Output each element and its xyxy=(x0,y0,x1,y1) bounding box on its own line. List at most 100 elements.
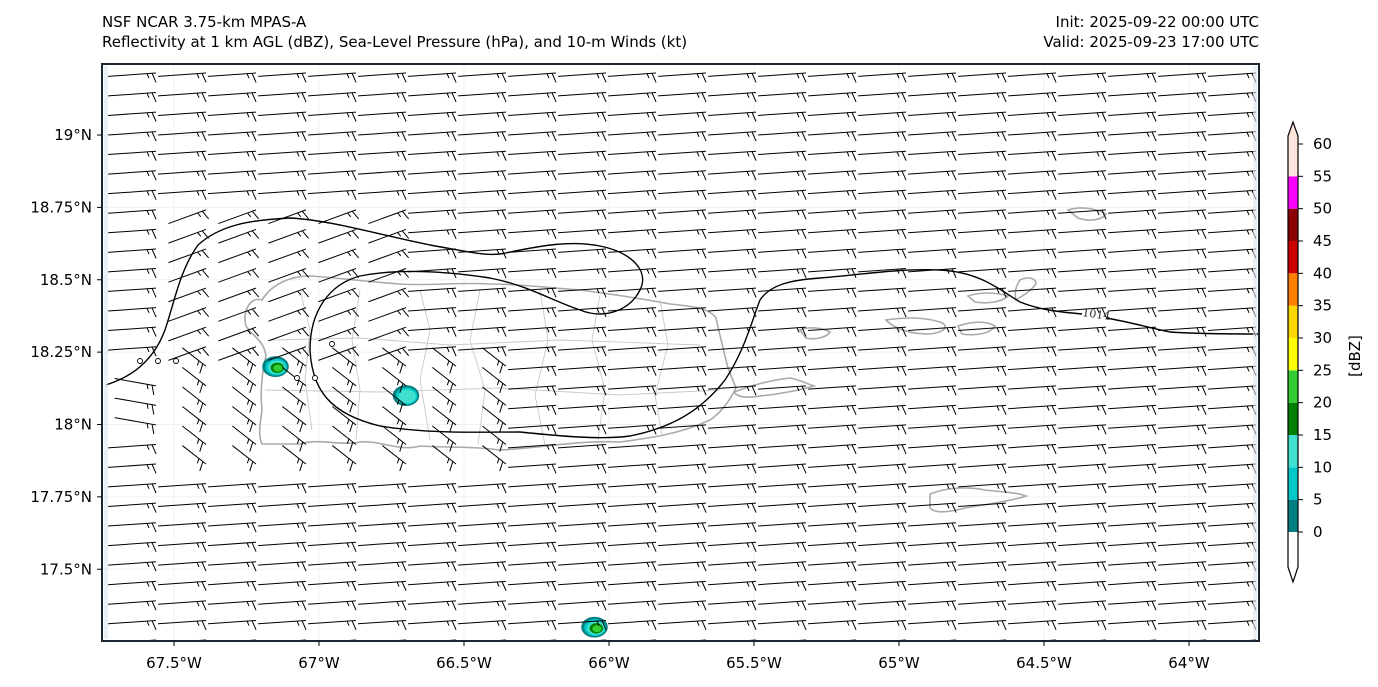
wind-barb xyxy=(432,445,457,472)
wind-barb xyxy=(308,483,357,494)
wind-barb xyxy=(708,404,757,415)
wind-barb xyxy=(1158,268,1207,279)
wind-barb xyxy=(858,600,907,611)
wind-barb xyxy=(858,287,907,298)
wind-barb xyxy=(1158,502,1207,513)
wind-barb xyxy=(558,326,607,337)
wind-barb xyxy=(558,307,607,318)
wind-barb xyxy=(268,307,310,322)
wind-barb xyxy=(758,502,807,513)
isobar-1014-main xyxy=(105,217,1083,439)
wind-barb xyxy=(358,483,407,494)
wind-barb xyxy=(408,131,457,142)
wind-barb xyxy=(1008,561,1057,572)
wind-barb xyxy=(958,541,1007,552)
wind-barb xyxy=(808,268,857,279)
wind-barb xyxy=(358,170,407,181)
wind-barb xyxy=(1008,287,1057,298)
wind-barb xyxy=(458,541,507,552)
wind-barb xyxy=(382,366,407,394)
wind-barb xyxy=(258,170,307,181)
wind-barb xyxy=(808,170,857,181)
wind-barb xyxy=(958,600,1007,611)
wind-barb xyxy=(482,386,507,413)
wind-barb xyxy=(508,522,557,533)
wind-barb xyxy=(358,600,407,611)
wind-barb xyxy=(158,111,207,122)
wind-barb xyxy=(1158,307,1207,318)
wind-barb xyxy=(218,326,260,342)
wind-barb xyxy=(1108,424,1157,435)
colorbar-tick-label: 0 xyxy=(1313,523,1323,541)
wind-barb xyxy=(1008,72,1057,83)
wind-barb xyxy=(458,600,507,611)
wind-barb xyxy=(808,365,857,376)
wind-barb xyxy=(432,406,457,433)
wind-barb xyxy=(308,541,357,552)
wind-barb xyxy=(658,248,707,259)
wind-barb xyxy=(1108,522,1157,533)
wind-barb xyxy=(958,346,1007,357)
wind-barb xyxy=(1008,326,1057,337)
colorbar-tick-label: 50 xyxy=(1313,200,1332,218)
wind-barb xyxy=(808,111,857,122)
reflectivity-contour xyxy=(398,389,417,404)
wind-barb xyxy=(908,385,957,396)
wind-barb xyxy=(208,522,257,533)
gridlines xyxy=(103,65,1258,640)
wind-barb xyxy=(858,522,907,533)
wind-barb xyxy=(608,365,657,376)
wind-barb xyxy=(908,150,957,161)
wind-barb xyxy=(358,92,407,103)
wind-barb xyxy=(908,111,957,122)
wind-barb xyxy=(168,228,210,244)
wind-barb xyxy=(508,385,557,396)
wind-barb xyxy=(1108,307,1157,318)
wind-barb xyxy=(1158,170,1207,181)
wind-barb xyxy=(758,326,807,337)
wind-barb xyxy=(358,561,407,572)
wind-barb xyxy=(858,424,907,435)
wind-barb xyxy=(508,228,557,240)
wind-barb xyxy=(208,580,257,591)
wind-barb xyxy=(908,424,957,435)
wind-barb xyxy=(432,366,457,394)
y-tick-label: 17.75°N xyxy=(30,488,92,506)
wind-barb xyxy=(358,72,407,83)
wind-barb xyxy=(758,209,807,220)
wind-barb xyxy=(1008,502,1057,513)
calm-wind-marker xyxy=(294,375,300,381)
wind-barb xyxy=(908,580,957,591)
wind-barb xyxy=(808,522,857,533)
colorbar-tick-label: 35 xyxy=(1313,297,1332,315)
wind-barb xyxy=(208,72,257,83)
wind-barb xyxy=(258,150,307,161)
wind-barb xyxy=(408,92,457,103)
wind-barb xyxy=(208,541,257,552)
wind-barb xyxy=(508,463,557,474)
colorbar-bin xyxy=(1288,273,1298,306)
wind-barb xyxy=(282,406,307,433)
wind-barb xyxy=(158,72,207,83)
wind-barb xyxy=(558,209,607,220)
wind-barb xyxy=(558,131,607,142)
wind-barb xyxy=(358,502,407,513)
wind-barb xyxy=(1008,424,1057,435)
wind-barb xyxy=(258,92,307,103)
wind-barb xyxy=(1158,385,1207,396)
wind-barb xyxy=(358,541,407,552)
wind-barb xyxy=(158,561,207,572)
wind-barb xyxy=(708,131,757,142)
wind-barb xyxy=(1158,150,1207,161)
wind-barb xyxy=(858,209,907,220)
calm-wind-marker xyxy=(312,375,318,381)
wind-barb xyxy=(758,619,807,631)
wind-barb xyxy=(408,619,457,631)
wind-barb xyxy=(508,131,557,142)
wind-barb xyxy=(358,189,407,200)
wind-barb xyxy=(908,619,957,631)
wind-barb xyxy=(208,561,257,572)
wind-barb xyxy=(958,228,1007,240)
wind-barb xyxy=(158,170,207,181)
wind-barb xyxy=(108,541,157,552)
